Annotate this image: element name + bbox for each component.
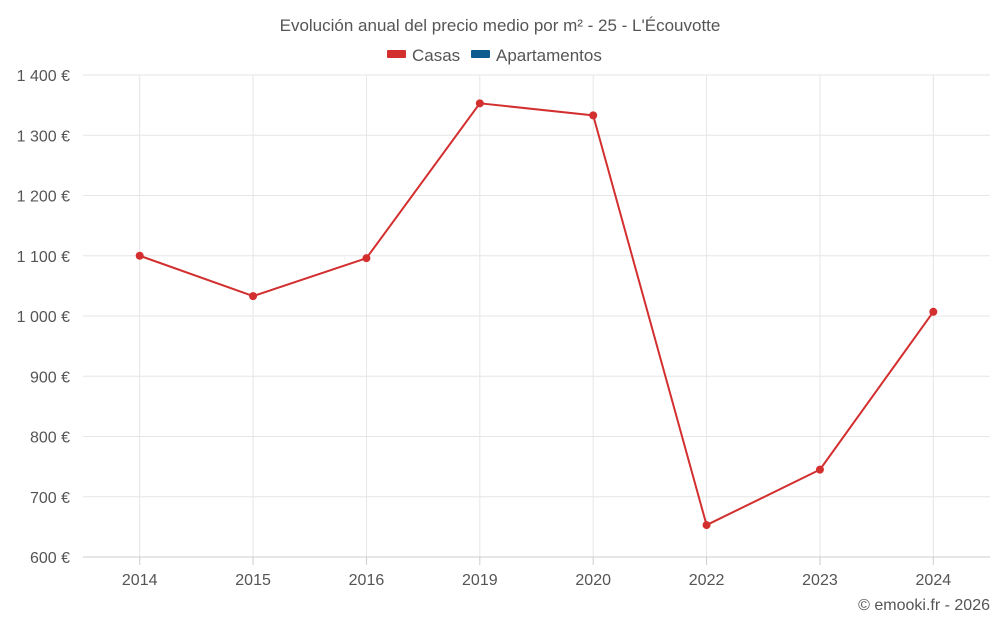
x-tick-label: 2019: [462, 572, 498, 589]
x-tick-label: 2020: [575, 572, 611, 589]
y-tick-label: 1 100 €: [17, 249, 70, 266]
series-casas: [135, 99, 938, 530]
y-tick-label: 1 400 €: [17, 68, 70, 85]
series-line-casas: [139, 102, 935, 527]
data-point-casas-2016[interactable]: [362, 254, 371, 263]
x-tick-label: 2024: [916, 572, 952, 589]
data-point-casas-2023[interactable]: [815, 465, 824, 474]
chart-title: Evolución anual del precio medio por m² …: [280, 16, 721, 35]
grid: [83, 74, 990, 565]
data-point-casas-2015[interactable]: [249, 292, 258, 301]
legend-label-casas: Casas: [412, 46, 460, 65]
y-tick-label: 1 300 €: [17, 128, 70, 145]
data-point-casas-2024[interactable]: [929, 307, 938, 316]
legend-item-casas[interactable]: Casas: [387, 46, 460, 65]
legend-swatch-casas: [387, 50, 406, 58]
y-tick-label: 1 200 €: [17, 189, 70, 206]
credit-text: © emooki.fr - 2026: [858, 597, 990, 614]
data-point-casas-2022[interactable]: [702, 521, 711, 530]
legend-swatch-apartamentos: [471, 50, 490, 58]
x-tick-label: 2015: [235, 572, 271, 589]
legend-label-apartamentos: Apartamentos: [496, 46, 602, 65]
y-axis-ticks: 600 € 700 € 800 € 900 € 1 000 € 1 100 € 1 200 …: [17, 68, 70, 567]
x-tick-label: 2022: [689, 572, 725, 589]
data-point-casas-2019[interactable]: [475, 99, 484, 108]
y-tick-label: 700 €: [30, 490, 70, 507]
legend-item-apartamentos[interactable]: Apartamentos: [471, 46, 602, 65]
y-tick-label: 900 €: [30, 369, 70, 386]
y-tick-label: 1 000 €: [17, 309, 70, 326]
y-tick-label: 600 €: [30, 550, 70, 567]
legend: Casas Apartamentos: [387, 46, 602, 65]
x-tick-label: 2016: [349, 572, 385, 589]
y-tick-label: 800 €: [30, 430, 70, 447]
x-tick-label: 2014: [122, 572, 158, 589]
x-axis-ticks: 2014 2015 2016 2019 2020 2022 2023 2024: [122, 572, 951, 589]
data-point-casas-2020[interactable]: [589, 111, 598, 120]
data-point-casas-2014[interactable]: [135, 251, 144, 260]
x-tick-label: 2023: [802, 572, 838, 589]
